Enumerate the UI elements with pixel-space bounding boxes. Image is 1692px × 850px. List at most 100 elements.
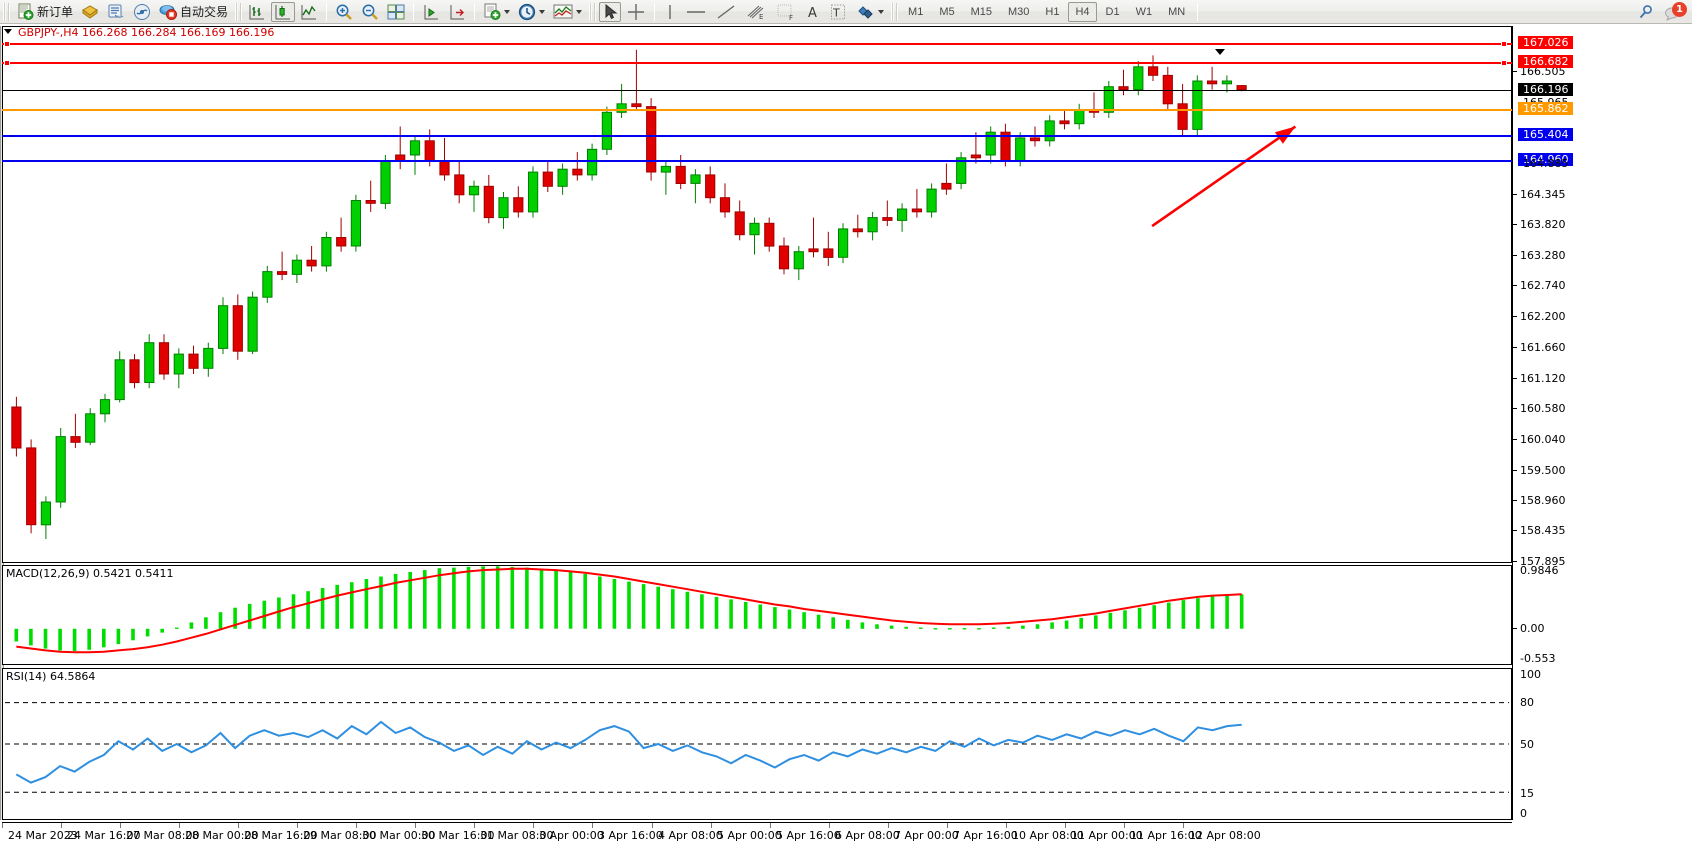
price-tick-label: 159.500 xyxy=(1520,463,1566,477)
tick-mark xyxy=(1513,71,1517,73)
toolbar-grip-3[interactable] xyxy=(589,2,597,21)
price-level-label-166-196[interactable]: 166.196 xyxy=(1518,82,1573,96)
axis-label: -0.553 xyxy=(1520,652,1556,665)
price-level-label-165-404[interactable]: 165.404 xyxy=(1518,127,1573,141)
new-template-button[interactable] xyxy=(480,2,513,22)
candlestick-chart-button[interactable] xyxy=(271,1,296,22)
macd-indicator-pane[interactable] xyxy=(2,565,1512,665)
chevron-down-icon[interactable] xyxy=(878,9,885,14)
price-tick-label: 163.820 xyxy=(1520,218,1566,231)
tick-mark xyxy=(1513,346,1517,348)
price-tick: 163.820 xyxy=(1513,219,1692,231)
line-chart-button[interactable] xyxy=(297,2,321,22)
time-axis-tick xyxy=(238,823,239,828)
crosshair-button[interactable] xyxy=(623,2,649,22)
equidistant-channel-button[interactable]: F xyxy=(772,2,800,22)
period-separators-icon xyxy=(518,3,536,20)
toolbar-grip-4[interactable] xyxy=(891,2,899,21)
text-box-icon: T xyxy=(831,4,846,19)
price-tick: 162.200 xyxy=(1513,311,1692,323)
price-tick-label: 164.345 xyxy=(1520,188,1566,202)
bar-chart-button[interactable] xyxy=(245,2,269,22)
tick-mark xyxy=(1513,500,1517,502)
toolbar-separator-1 xyxy=(326,2,328,21)
price-tick: 157.895 xyxy=(1513,556,1692,568)
timeframe-button-mn[interactable]: MN xyxy=(1161,2,1192,22)
cursor-button[interactable] xyxy=(599,1,622,22)
period-separators-button[interactable] xyxy=(515,2,548,22)
cursor-icon xyxy=(605,3,618,19)
timeframe-button-m1[interactable]: M1 xyxy=(901,2,930,22)
timeframe-button-w1[interactable]: W1 xyxy=(1129,2,1160,22)
notifications-button[interactable]: 1 xyxy=(1660,1,1687,22)
toolbar-separator-5 xyxy=(1197,2,1199,21)
time-axis-tick xyxy=(297,823,298,828)
autotrading-icon xyxy=(159,5,178,20)
rsi-series xyxy=(5,702,1509,793)
shapes-button[interactable] xyxy=(852,2,887,22)
rsi-axis-80: 80 xyxy=(1513,697,1692,709)
time-axis[interactable]: 24 Mar 2023 24 Mar 16:00 27 Mar 08:00 28 Ma… xyxy=(2,822,1512,848)
svg-text:T: T xyxy=(832,6,840,19)
tile-windows-icon xyxy=(387,4,405,19)
time-axis-label: 27 Mar 08:00 xyxy=(126,829,200,842)
price-tick-label: 161.120 xyxy=(1520,371,1566,385)
indicators-button[interactable] xyxy=(550,2,585,22)
tick-mark xyxy=(1513,224,1517,225)
price-level-label-167-026[interactable]: 167.026 xyxy=(1518,35,1573,49)
wallet-button[interactable] xyxy=(78,2,102,22)
price-level-label-165-862[interactable]: 165.862 xyxy=(1518,101,1573,115)
vertical-line-button[interactable] xyxy=(660,2,680,22)
horizontal-line-button[interactable] xyxy=(682,2,710,22)
tick-mark xyxy=(1513,408,1517,410)
rsi-indicator-pane[interactable] xyxy=(2,668,1512,820)
terminal-button[interactable] xyxy=(104,2,128,22)
new-order-button[interactable]: 新订单 xyxy=(13,2,76,22)
object-anchor-handle[interactable] xyxy=(1215,49,1225,55)
time-axis-tick xyxy=(356,823,357,828)
text-box-button[interactable]: T xyxy=(826,2,850,22)
signals-button[interactable] xyxy=(130,2,154,22)
tile-windows-button[interactable] xyxy=(384,2,408,22)
toolbar-grip-1[interactable] xyxy=(3,2,10,21)
time-axis-label: 24 Mar 2023 xyxy=(8,829,78,842)
chevron-down-icon[interactable] xyxy=(576,9,583,14)
timeframe-button-m30[interactable]: M30 xyxy=(1001,2,1036,22)
price-level-label-164-960[interactable]: 164.960 xyxy=(1518,153,1573,167)
timeframe-label: MN xyxy=(1168,5,1186,18)
trendline-button[interactable] xyxy=(712,2,740,22)
chevron-down-icon[interactable] xyxy=(504,9,511,14)
zoom-in-button[interactable] xyxy=(332,2,356,22)
notification-badge: 1 xyxy=(1672,1,1687,17)
axis-label: 0.9846 xyxy=(1520,564,1559,577)
price-level-label-166-682[interactable]: 166.682 xyxy=(1518,55,1573,69)
time-axis-tick xyxy=(1183,823,1184,828)
chevron-down-icon[interactable] xyxy=(539,9,546,14)
text-label-button[interactable]: A xyxy=(802,2,824,22)
time-axis-label: 31 Mar 08:00 xyxy=(480,829,554,842)
shapes-icon xyxy=(858,5,873,19)
timeframe-button-d1[interactable]: D1 xyxy=(1099,2,1127,22)
timeframe-button-h1[interactable]: H1 xyxy=(1038,2,1066,22)
fibonacci-button[interactable]: E xyxy=(742,2,770,22)
text-label-icon: A xyxy=(808,6,817,21)
price-level-label-164-885[interactable]: 164.885 xyxy=(1523,157,1569,171)
time-axis-tick xyxy=(770,823,771,828)
toolbar-grip-2[interactable] xyxy=(235,2,243,21)
chart-dropdown-caret-icon[interactable] xyxy=(4,29,12,34)
search-button[interactable] xyxy=(1634,2,1658,22)
price-chart-pane[interactable] xyxy=(2,26,1512,563)
zoom-out-button[interactable] xyxy=(358,2,382,22)
shift-end-button[interactable] xyxy=(419,2,443,22)
timeframe-button-h4[interactable]: H4 xyxy=(1068,1,1097,22)
price-tick-label: 160.580 xyxy=(1520,402,1566,416)
auto-scroll-button[interactable] xyxy=(445,2,469,22)
chart-symbol-title: GBPJPY-,H4 166.268 166.284 166.169 166.1… xyxy=(18,26,275,39)
timeframe-button-m15[interactable]: M15 xyxy=(964,2,999,22)
autotrading-button[interactable]: 自动交易 xyxy=(156,2,231,22)
timeframe-button-m5[interactable]: M5 xyxy=(932,2,961,22)
time-axis-label: 11 Apr 16:00 xyxy=(1130,829,1202,842)
timeframe-label: M1 xyxy=(908,5,924,18)
price-scale[interactable]: 166.505 164.345 163.820 163.280 162.740 162.2… xyxy=(1513,26,1692,820)
timeframe-label: D1 xyxy=(1105,5,1120,18)
